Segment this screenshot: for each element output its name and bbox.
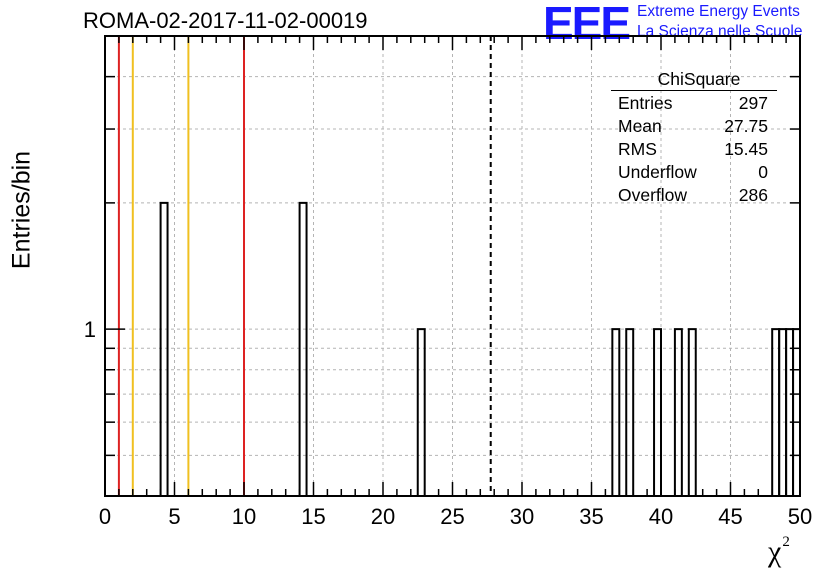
histogram-bar	[771, 328, 781, 496]
reference-lines	[117, 36, 492, 496]
histogram-bar	[159, 201, 169, 496]
chart-title: ROMA-02-2017-11-02-00019	[83, 8, 368, 33]
x-tick-label: 50	[788, 504, 812, 529]
stats-label: Underflow	[618, 162, 697, 182]
stats-row-overflow: Overflow 286	[611, 183, 777, 206]
stats-row-entries: Entries 297	[611, 91, 777, 114]
x-tick-label: 5	[168, 504, 180, 529]
histogram-bar	[653, 328, 662, 496]
stats-row-underflow: Underflow 0	[611, 160, 777, 183]
stats-value: 15.45	[724, 139, 768, 159]
stats-row-mean: Mean 27.75	[611, 114, 777, 137]
x-tick-label: 40	[649, 504, 673, 529]
logo-mark: EEE	[543, 0, 631, 49]
histogram-bar	[792, 328, 801, 496]
stats-label: Entries	[618, 93, 673, 113]
histogram-bars	[159, 201, 801, 496]
logo-line-1: Extreme Energy Events	[637, 3, 800, 20]
x-tick-label: 15	[301, 504, 325, 529]
axis-tick-labels: 0 5 10 15 20 25 30 35 40 45 50 1	[84, 317, 812, 529]
x-tick-label: 10	[232, 504, 256, 529]
histogram-bar	[785, 328, 795, 496]
histogram-bar	[416, 328, 426, 496]
x-axis-label: χ2	[768, 534, 790, 569]
stats-value: 286	[738, 185, 768, 205]
stats-label: Mean	[618, 116, 662, 136]
x-tick-label: 45	[718, 504, 742, 529]
stats-label: Overflow	[618, 185, 688, 205]
stats-value: 0	[758, 162, 768, 182]
stats-label: RMS	[618, 139, 657, 159]
histogram-bar	[778, 328, 788, 496]
stats-title: ChiSquare	[611, 68, 777, 91]
stats-row-rms: RMS 15.45	[611, 137, 777, 160]
x-tick-label: 30	[510, 504, 534, 529]
histogram-bar	[298, 201, 308, 496]
stats-value: 297	[738, 93, 768, 113]
x-tick-label: 20	[371, 504, 395, 529]
x-tick-label: 35	[579, 504, 603, 529]
y-tick-label: 1	[84, 317, 96, 342]
histogram-bar	[625, 328, 635, 496]
x-tick-label: 0	[99, 504, 111, 529]
histogram-bar	[687, 328, 697, 496]
stats-value: 27.75	[724, 116, 768, 136]
histogram-bar	[611, 328, 621, 496]
histogram-bar	[673, 328, 683, 496]
x-axis-label-exponent: 2	[782, 534, 790, 550]
stats-box: ChiSquare Entries 297 Mean 27.75 RMS 15.…	[611, 68, 777, 206]
x-tick-label: 25	[440, 504, 464, 529]
x-axis-label-symbol: χ	[768, 535, 782, 568]
plot-frame	[104, 35, 801, 497]
